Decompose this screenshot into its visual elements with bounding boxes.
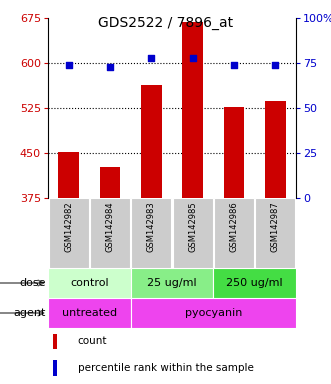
Bar (100, 167, 120, 198)
Point (273, 62, 278, 68)
Bar (265, 101, 286, 198)
Text: pyocyanin: pyocyanin (185, 308, 242, 318)
Text: GSM142985: GSM142985 (188, 202, 197, 252)
Text: 25 ug/ml: 25 ug/ml (147, 278, 197, 288)
Text: GSM142986: GSM142986 (229, 202, 239, 252)
Text: percentile rank within the sample: percentile rank within the sample (78, 363, 254, 373)
Bar (224, 107, 244, 198)
Bar (213, 268, 296, 298)
Text: GSM142983: GSM142983 (147, 202, 156, 252)
Bar (49, 198, 88, 268)
Bar (58, 152, 79, 198)
Text: GSM142984: GSM142984 (106, 202, 115, 252)
Text: untreated: untreated (62, 308, 117, 318)
Bar (256, 198, 295, 268)
Text: 250 ug/ml: 250 ug/ml (226, 278, 283, 288)
Bar (141, 85, 162, 198)
Point (231, 62, 237, 68)
Bar (48, 268, 131, 298)
Point (149, 55, 154, 61)
Point (190, 55, 195, 61)
Text: GDS2522 / 7896_at: GDS2522 / 7896_at (98, 16, 233, 30)
Bar (53, 334, 57, 349)
Text: GSM142987: GSM142987 (271, 202, 280, 252)
Bar (131, 268, 213, 298)
Text: count: count (78, 336, 107, 346)
Bar (214, 198, 254, 268)
Bar (90, 198, 130, 268)
Text: control: control (70, 278, 109, 288)
Bar (182, 22, 203, 198)
Text: agent: agent (14, 308, 46, 318)
Point (66, 62, 71, 68)
Bar (173, 198, 213, 268)
Bar (48, 298, 131, 328)
Bar (131, 198, 171, 268)
Point (107, 63, 113, 70)
Bar (53, 360, 57, 376)
Bar (131, 298, 296, 328)
Text: dose: dose (20, 278, 46, 288)
Text: GSM142982: GSM142982 (64, 202, 73, 252)
